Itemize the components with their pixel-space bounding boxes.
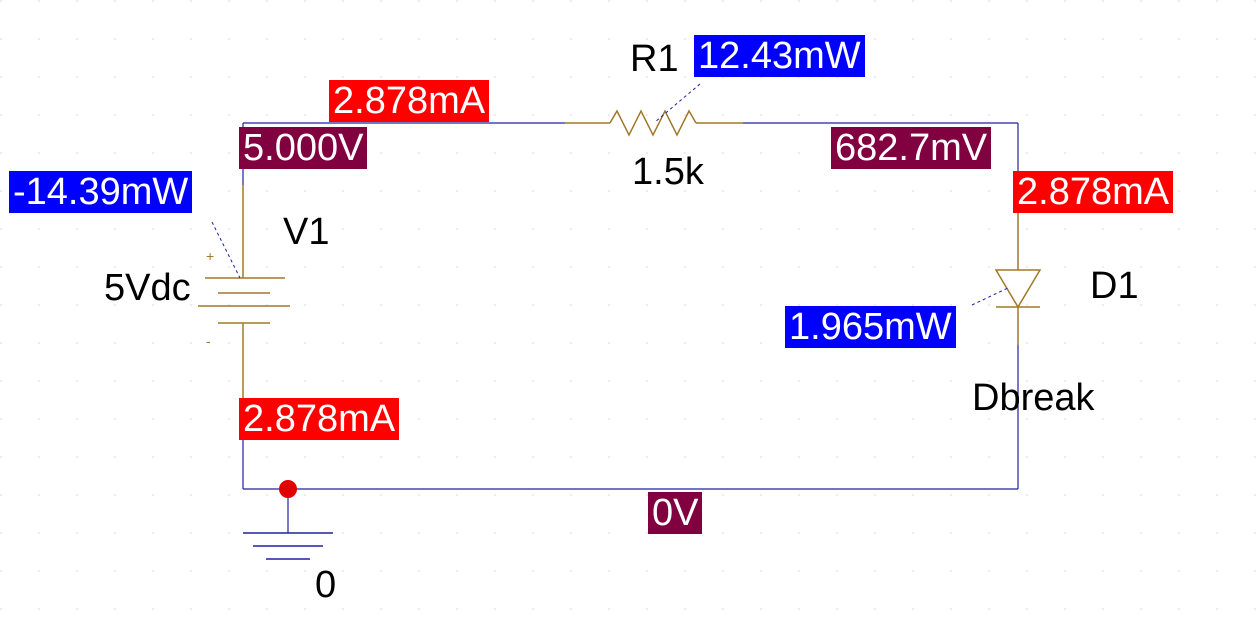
bottom-voltage-tag[interactable]: 0V [648,492,703,534]
top-right-voltage-tag[interactable]: 682.7mV [831,127,992,169]
resistor-r1[interactable] [565,109,743,137]
d1-power-leader [971,286,1011,306]
r1-value-label: 1.5k [632,151,704,193]
left-bottom-current-tag[interactable]: 2.878mA [239,398,400,440]
top-left-voltage-tag[interactable]: 5.000V [239,127,368,169]
ground-symbol[interactable] [243,532,333,560]
v1-power-tag[interactable]: -14.39mW [9,171,193,213]
d1-model-label: Dbreak [972,377,1095,419]
v1-value-label: 5Vdc [104,267,191,309]
right-current-tag[interactable]: 2.878mA [1013,171,1174,213]
r1-ref-label: R1 [630,38,679,80]
v1-ref-label: V1 [283,211,330,253]
ground-node-dot[interactable] [279,480,297,498]
v1-plus-marker: + [206,248,215,264]
v1-minus-marker: - [206,333,211,349]
d1-ref-label: D1 [1090,265,1139,307]
top-left-current-tag[interactable]: 2.878mA [329,80,490,122]
r1-power-leader [654,83,701,123]
voltage-source-v1[interactable] [198,185,290,405]
v1-power-leader [211,221,241,279]
d1-power-tag[interactable]: 1.965mW [785,306,956,348]
r1-power-tag[interactable]: 12.43mW [694,35,865,77]
ground-net-label: 0 [315,564,337,606]
